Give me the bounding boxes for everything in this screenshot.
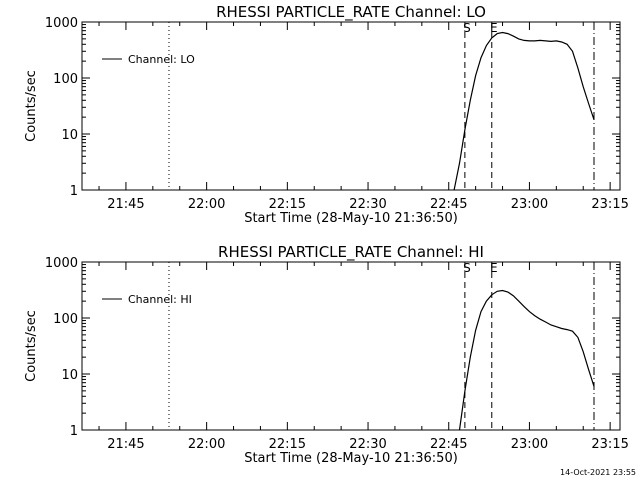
x-tick-label: 22:15: [269, 197, 306, 212]
x-tick-label: 22:45: [430, 197, 467, 212]
x-tick-label: 21:45: [107, 437, 144, 452]
x-tick-label: 23:00: [511, 437, 548, 452]
plot-frame: [81, 21, 621, 191]
x-axis-label: Start Time (28-May-10 21:36:50): [244, 451, 458, 466]
chart-title: RHESSI PARTICLE_RATE Channel: LO: [216, 3, 486, 22]
y-tick-label: 1: [70, 184, 78, 199]
time-marker-label: E: [490, 21, 498, 35]
timestamp: 14-Oct-2021 23:55: [560, 468, 636, 477]
plot-frame: [81, 261, 621, 431]
chart-title: RHESSI PARTICLE_RATE Channel: HI: [218, 243, 484, 262]
y-tick-label: 1000: [45, 256, 78, 271]
y-tick-label: 10: [61, 128, 78, 143]
x-tick-label: 23:15: [591, 437, 628, 452]
x-tick-label: 22:00: [188, 437, 225, 452]
y-tick-label: 10: [61, 368, 78, 383]
y-tick-label: 100: [53, 72, 78, 87]
y-axis-label: Counts/sec: [24, 310, 39, 382]
y-axis-label: Counts/sec: [24, 70, 39, 142]
y-tick-label: 1: [70, 424, 78, 439]
x-tick-label: 22:45: [430, 437, 467, 452]
x-tick-label: 22:15: [269, 437, 306, 452]
x-tick-label: 23:00: [511, 197, 548, 212]
legend-label: Channel: LO: [128, 53, 195, 66]
series-line: [453, 31, 595, 191]
time-marker-label: S: [463, 261, 471, 275]
x-axis-label: Start Time (28-May-10 21:36:50): [244, 211, 458, 226]
y-tick-label: 100: [53, 312, 78, 327]
x-tick-label: 22:30: [349, 197, 386, 212]
x-tick-label: 23:15: [591, 197, 628, 212]
x-tick-label: 21:45: [107, 197, 144, 212]
x-tick-label: 22:00: [188, 197, 225, 212]
series-line: [458, 289, 595, 431]
legend-label: Channel: HI: [128, 293, 192, 306]
y-tick-label: 1000: [45, 16, 78, 31]
time-marker-label: E: [490, 261, 498, 275]
time-marker-label: S: [463, 21, 471, 35]
x-tick-label: 22:30: [349, 437, 386, 452]
